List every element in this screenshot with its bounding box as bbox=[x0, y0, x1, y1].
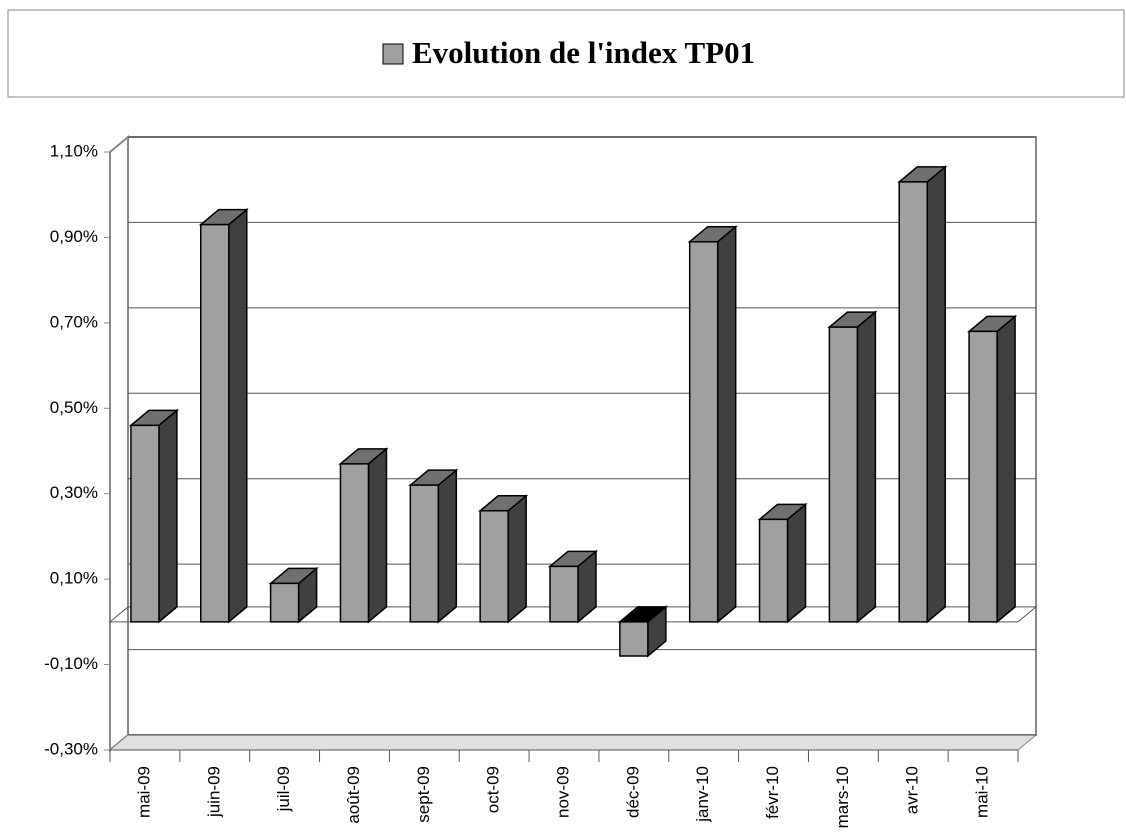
legend-box bbox=[7, 9, 1125, 98]
bar-front bbox=[898, 181, 928, 623]
y-tick-label: 0,90% bbox=[50, 227, 98, 246]
bar-front bbox=[549, 565, 579, 623]
bar-front bbox=[339, 463, 370, 623]
bar bbox=[547, 549, 599, 624]
bar bbox=[827, 310, 878, 624]
bar bbox=[198, 208, 249, 624]
legend-swatch bbox=[382, 43, 404, 65]
x-tick-label: janv-10 bbox=[693, 766, 712, 823]
x-tick-label: nov-09 bbox=[553, 766, 572, 818]
y-tick-label: 0,70% bbox=[50, 312, 98, 331]
bar-side bbox=[996, 314, 1016, 624]
floor bbox=[108, 734, 1038, 751]
x-tick-label: juin-09 bbox=[204, 766, 223, 818]
bar-side bbox=[437, 468, 458, 624]
x-tick-label: févr-10 bbox=[763, 766, 782, 819]
y-tick-label: -0,30% bbox=[44, 739, 98, 758]
bar bbox=[128, 408, 179, 624]
x-tick-label: oct-09 bbox=[484, 766, 503, 813]
bar-side bbox=[926, 165, 946, 624]
bar-side bbox=[786, 502, 807, 624]
bar bbox=[687, 225, 738, 624]
bar bbox=[617, 605, 668, 658]
y-tick-label: -0,10% bbox=[44, 654, 98, 673]
x-tick-label: mars-10 bbox=[833, 766, 852, 828]
bar bbox=[757, 502, 808, 624]
bar-front bbox=[200, 223, 230, 623]
x-tick-label: avr-10 bbox=[903, 766, 922, 814]
bar-front bbox=[828, 326, 859, 623]
bar-front bbox=[479, 510, 509, 623]
bar bbox=[338, 447, 389, 624]
bar-side bbox=[228, 208, 248, 624]
legend-label: Evolution de l'index TP01 bbox=[412, 35, 755, 70]
bar-front bbox=[619, 621, 649, 657]
bar-side bbox=[716, 225, 737, 624]
y-tick-label: 0,10% bbox=[50, 569, 98, 588]
x-tick-label: déc-09 bbox=[623, 766, 642, 818]
bar-side bbox=[367, 447, 388, 624]
bar-side bbox=[158, 408, 178, 624]
side-wall bbox=[109, 134, 129, 753]
bar bbox=[897, 165, 948, 624]
x-tick-label: sept-09 bbox=[414, 766, 433, 823]
bar bbox=[268, 566, 319, 624]
bar bbox=[478, 494, 529, 624]
bar-front bbox=[269, 582, 300, 623]
x-tick-label: mai-09 bbox=[134, 766, 153, 818]
y-tick-label: 0,50% bbox=[50, 398, 98, 417]
bar bbox=[967, 314, 1018, 624]
x-tick-label: mai-10 bbox=[973, 766, 992, 818]
y-tick-label: 0,30% bbox=[50, 483, 98, 502]
x-tick-label: juil-09 bbox=[274, 766, 293, 812]
bar-front bbox=[130, 424, 160, 623]
bar-front bbox=[409, 484, 440, 623]
y-tick-label: 1,10% bbox=[50, 141, 98, 160]
x-tick-label: août-09 bbox=[344, 766, 363, 824]
bar-front bbox=[968, 330, 998, 623]
bar-front bbox=[688, 240, 719, 623]
bar-side bbox=[507, 494, 527, 624]
bar-front bbox=[758, 518, 789, 623]
bar bbox=[408, 468, 459, 624]
bar-side bbox=[856, 310, 877, 624]
